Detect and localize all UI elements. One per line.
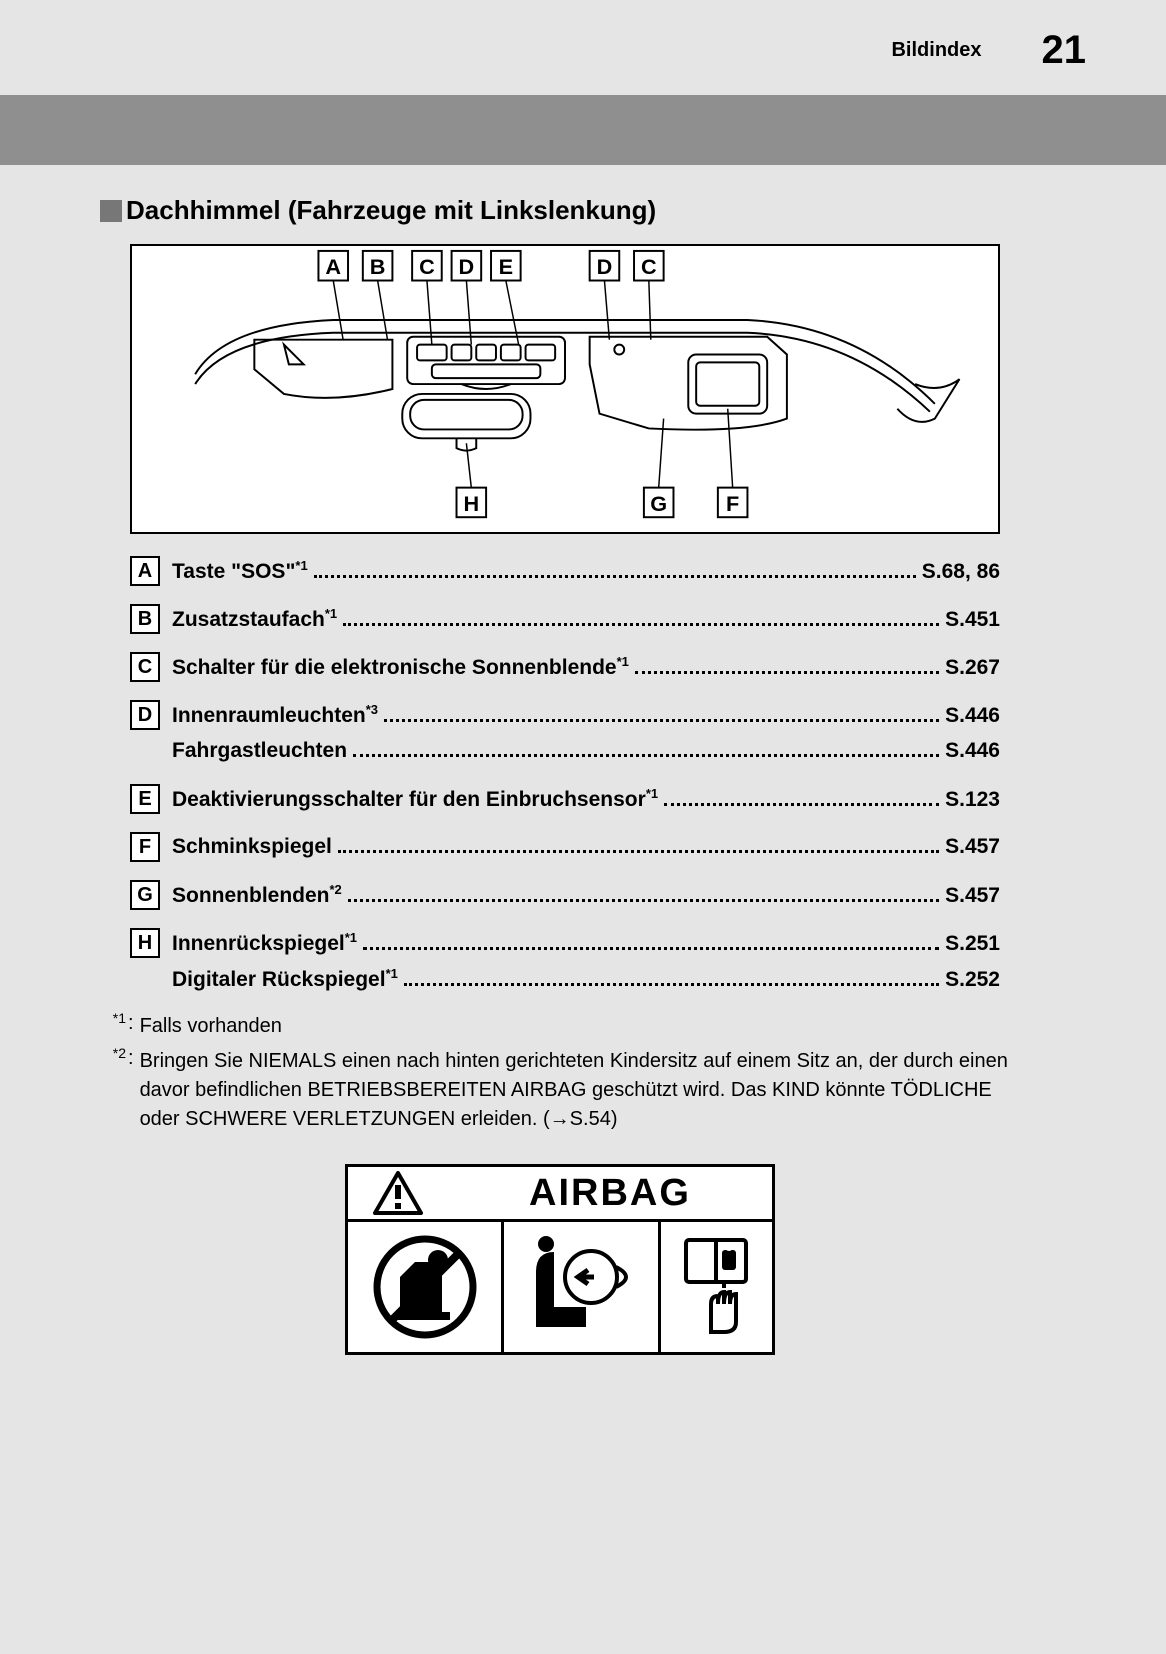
section-title: Dachhimmel (Fahrzeuge mit Linkslenkung) — [100, 195, 1020, 226]
entry-row: C Schalter für die elektronische Sonnenbl… — [130, 652, 1000, 682]
entry-page: S.123 — [945, 788, 1000, 812]
entry-letter-box: B — [130, 604, 160, 634]
entries-list: A Taste "SOS"*1 S.68, 86 B Zusatzstaufach*1… — [130, 556, 1000, 994]
entry-page: S.252 — [945, 968, 1000, 992]
entry-letter-box: H — [130, 928, 160, 958]
entry-name: Innenraumleuchten*3 — [172, 702, 378, 728]
airbag-seat-icon — [504, 1222, 660, 1352]
header-label: Bildindex — [891, 39, 981, 62]
airbag-body — [348, 1222, 772, 1352]
entry-name: Schminkspiegel — [172, 835, 332, 859]
entry-letter-box: G — [130, 880, 160, 910]
entry-row: F Schminkspiegel S.457 — [130, 832, 1000, 862]
page-number: 21 — [1042, 28, 1087, 73]
footnote-marker: *2 — [90, 1045, 126, 1132]
entry-row: H Innenrückspiegel*1 S.251 — [130, 928, 1000, 958]
footnotes: *1:Falls vorhanden *2:Bringen Sie NIEMALS… — [90, 1012, 1020, 1134]
headliner-diagram: ABCDEDC HGF — [130, 244, 1000, 534]
entry-name: Fahrgastleuchten — [172, 739, 347, 763]
svg-text:D: D — [597, 254, 613, 279]
svg-text:A: A — [325, 254, 341, 279]
entry-row: D Innenraumleuchten*3 S.446 — [130, 700, 1000, 730]
entry-letter-box: E — [130, 784, 160, 814]
entry-row: E Deaktivierungsschalter für den Einbruch… — [130, 784, 1000, 814]
footnote-text: Falls vorhanden — [140, 1012, 1020, 1041]
entry-name: Deaktivierungsschalter für den Einbruchs… — [172, 786, 658, 812]
warning-triangle-icon — [348, 1167, 448, 1219]
entry-row: A Taste "SOS"*1 S.68, 86 — [130, 556, 1000, 586]
svg-text:B: B — [370, 254, 386, 279]
entry-name: Sonnenblenden*2 — [172, 882, 342, 908]
header-bar: Bildindex 21 — [0, 35, 1166, 65]
entry-letter-box: C — [130, 652, 160, 682]
airbag-title: AIRBAG — [448, 1172, 772, 1215]
entry-page: S.451 — [945, 608, 1000, 632]
entry-row: G Sonnenblenden*2 S.457 — [130, 880, 1000, 910]
airbag-warning-box: AIRBAG — [345, 1164, 775, 1355]
entry-name: Digitaler Rückspiegel*1 — [172, 966, 398, 992]
svg-text:F: F — [726, 491, 739, 516]
content: Dachhimmel (Fahrzeuge mit Linkslenkung) — [100, 195, 1020, 1355]
entry-row: Fahrgastleuchten S.446 — [130, 736, 1000, 766]
page: Bildindex 21 Dachhimmel (Fahrzeuge mit L… — [0, 0, 1166, 1654]
entry-letter-box: F — [130, 832, 160, 862]
no-rear-child-seat-icon — [348, 1222, 504, 1352]
entry-name: Schalter für die elektronische Sonnenble… — [172, 654, 629, 680]
entry-page: S.457 — [945, 835, 1000, 859]
entry-page: S.68, 86 — [922, 560, 1000, 584]
entry-page: S.457 — [945, 884, 1000, 908]
footnote-row: *2:Bringen Sie NIEMALS einen nach hinten… — [90, 1047, 1020, 1134]
entry-row: B Zusatzstaufach*1 S.451 — [130, 604, 1000, 634]
svg-text:C: C — [641, 254, 657, 279]
entry-page: S.446 — [945, 739, 1000, 763]
footnote-marker: *1 — [90, 1010, 126, 1039]
section-title-text: Dachhimmel (Fahrzeuge mit Linkslenkung) — [126, 195, 656, 226]
entry-page: S.267 — [945, 656, 1000, 680]
airbag-header: AIRBAG — [348, 1167, 772, 1222]
entry-name: Taste "SOS"*1 — [172, 558, 308, 584]
svg-text:H: H — [463, 491, 479, 516]
title-bullet-icon — [100, 200, 122, 222]
entry-row: Digitaler Rückspiegel*1 S.252 — [130, 964, 1000, 994]
footnote-row: *1:Falls vorhanden — [90, 1012, 1020, 1041]
footnote-text: Bringen Sie NIEMALS einen nach hinten ge… — [140, 1047, 1020, 1134]
entry-name: Zusatzstaufach*1 — [172, 606, 337, 632]
diagram-svg: ABCDEDC HGF — [132, 246, 998, 532]
svg-text:E: E — [499, 254, 513, 279]
entry-page: S.251 — [945, 932, 1000, 956]
svg-text:C: C — [419, 254, 435, 279]
read-manual-icon — [661, 1222, 772, 1352]
svg-text:G: G — [650, 491, 667, 516]
entry-name: Innenrückspiegel*1 — [172, 930, 357, 956]
svg-text:D: D — [459, 254, 475, 279]
entry-letter-box: A — [130, 556, 160, 586]
entry-letter-box: D — [130, 700, 160, 730]
grey-band — [0, 95, 1166, 165]
entry-page: S.446 — [945, 704, 1000, 728]
